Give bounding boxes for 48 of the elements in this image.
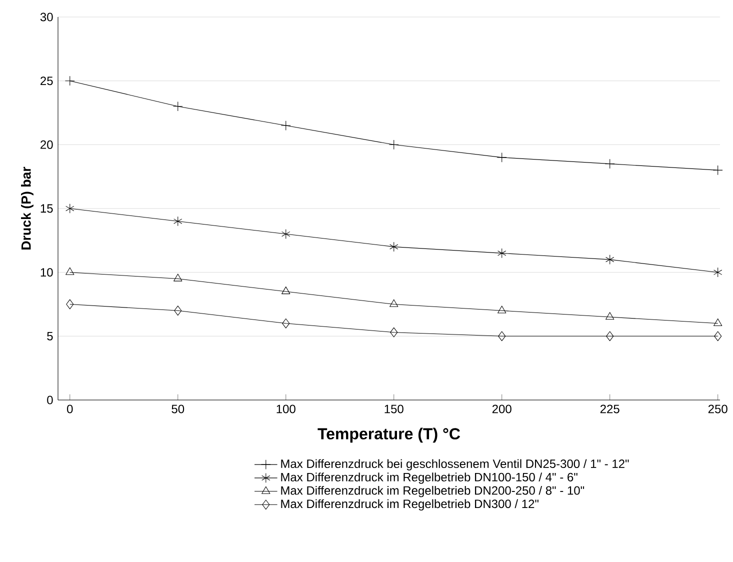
point	[174, 274, 182, 282]
y-tick-label: 15	[40, 204, 53, 213]
y-tick-label: 10	[40, 268, 53, 277]
y-axis-title: Druck (P) bar	[21, 166, 34, 250]
point	[714, 331, 722, 342]
point	[714, 267, 722, 278]
point	[280, 120, 291, 130]
x-tick-label: 0	[67, 404, 73, 414]
point	[64, 76, 75, 86]
x-tick-label: 150	[384, 404, 404, 414]
point	[172, 101, 183, 112]
x-tick-label: 250	[708, 404, 728, 414]
legend-label: Max Differenzdruck bei geschlossenem Ventil DN25-300 / 1" - 12"	[281, 459, 629, 470]
point	[390, 299, 398, 307]
point	[390, 327, 398, 338]
x-tick-label: 225	[600, 404, 620, 414]
point	[66, 299, 74, 310]
point	[712, 165, 723, 176]
x-tick-label: 50	[172, 404, 184, 414]
y-tick-label: 0	[47, 396, 53, 404]
legend-label: Max Differenzdruck im Regelbetrieb DN200-250 / 8" - 10"	[281, 486, 584, 498]
point	[498, 306, 506, 314]
point	[604, 158, 615, 169]
legend-label: Max Differenzdruck im Regelbetrieb DN100-150 / 4" - 6"	[281, 472, 578, 484]
point	[498, 248, 506, 258]
x-tick-label: 100	[276, 404, 296, 414]
point	[606, 331, 614, 342]
point	[606, 254, 614, 265]
point	[66, 267, 74, 275]
legend-label: Max Differenzdruck im Regelbetrieb DN300 / 12"	[281, 499, 538, 510]
point	[496, 152, 507, 162]
point	[174, 216, 182, 226]
point	[714, 318, 722, 326]
point	[390, 242, 398, 252]
point	[66, 204, 74, 214]
y-tick-label: 30	[40, 12, 53, 22]
y-tick-label: 25	[40, 76, 53, 86]
x-tick-label: 200	[492, 404, 512, 414]
point	[606, 312, 614, 320]
point	[174, 306, 182, 316]
x-axis-title: Temperature (T) °C	[318, 428, 460, 443]
y-tick-label: 5	[47, 332, 53, 340]
point	[388, 140, 399, 150]
point	[498, 331, 506, 342]
point	[282, 286, 290, 294]
point	[282, 229, 290, 239]
y-tick-label: 20	[40, 140, 53, 149]
point	[282, 318, 290, 328]
